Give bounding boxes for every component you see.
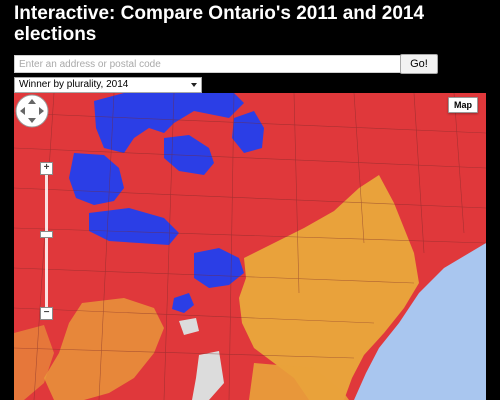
pc-region-north-4	[232, 111, 264, 153]
pc-region-mid	[89, 208, 179, 245]
zoom-slider-handle[interactable]	[40, 231, 53, 238]
road-network	[14, 93, 486, 400]
zoom-out-button[interactable]: −	[40, 307, 53, 320]
election-map[interactable]: Map + −	[14, 93, 486, 400]
ndp-region-south	[249, 363, 349, 400]
map-canvas	[14, 93, 486, 400]
pc-region-small	[172, 293, 194, 313]
view-select-value: Winner by plurality, 2014	[19, 79, 129, 90]
zoom-in-button[interactable]: +	[40, 162, 53, 175]
ndp-region-west	[44, 298, 164, 400]
chevron-down-icon	[191, 83, 197, 87]
pc-region-north-3	[164, 135, 214, 175]
unassigned-region-2	[192, 351, 224, 400]
go-button[interactable]: Go!	[400, 54, 438, 74]
pan-control-icon[interactable]	[14, 93, 50, 129]
view-select[interactable]: Winner by plurality, 2014	[14, 77, 202, 93]
lake-water-region	[354, 243, 486, 400]
ndp-region-east	[239, 175, 419, 400]
page-title: Interactive: Compare Ontario's 2011 and …	[14, 3, 425, 45]
pc-region-north-1	[94, 93, 244, 153]
ndp-region-southwest	[14, 325, 54, 400]
map-type-button[interactable]: Map	[448, 97, 478, 113]
zoom-slider-track[interactable]	[45, 168, 48, 318]
unassigned-region-1	[179, 318, 199, 335]
address-search-input[interactable]	[14, 55, 402, 73]
